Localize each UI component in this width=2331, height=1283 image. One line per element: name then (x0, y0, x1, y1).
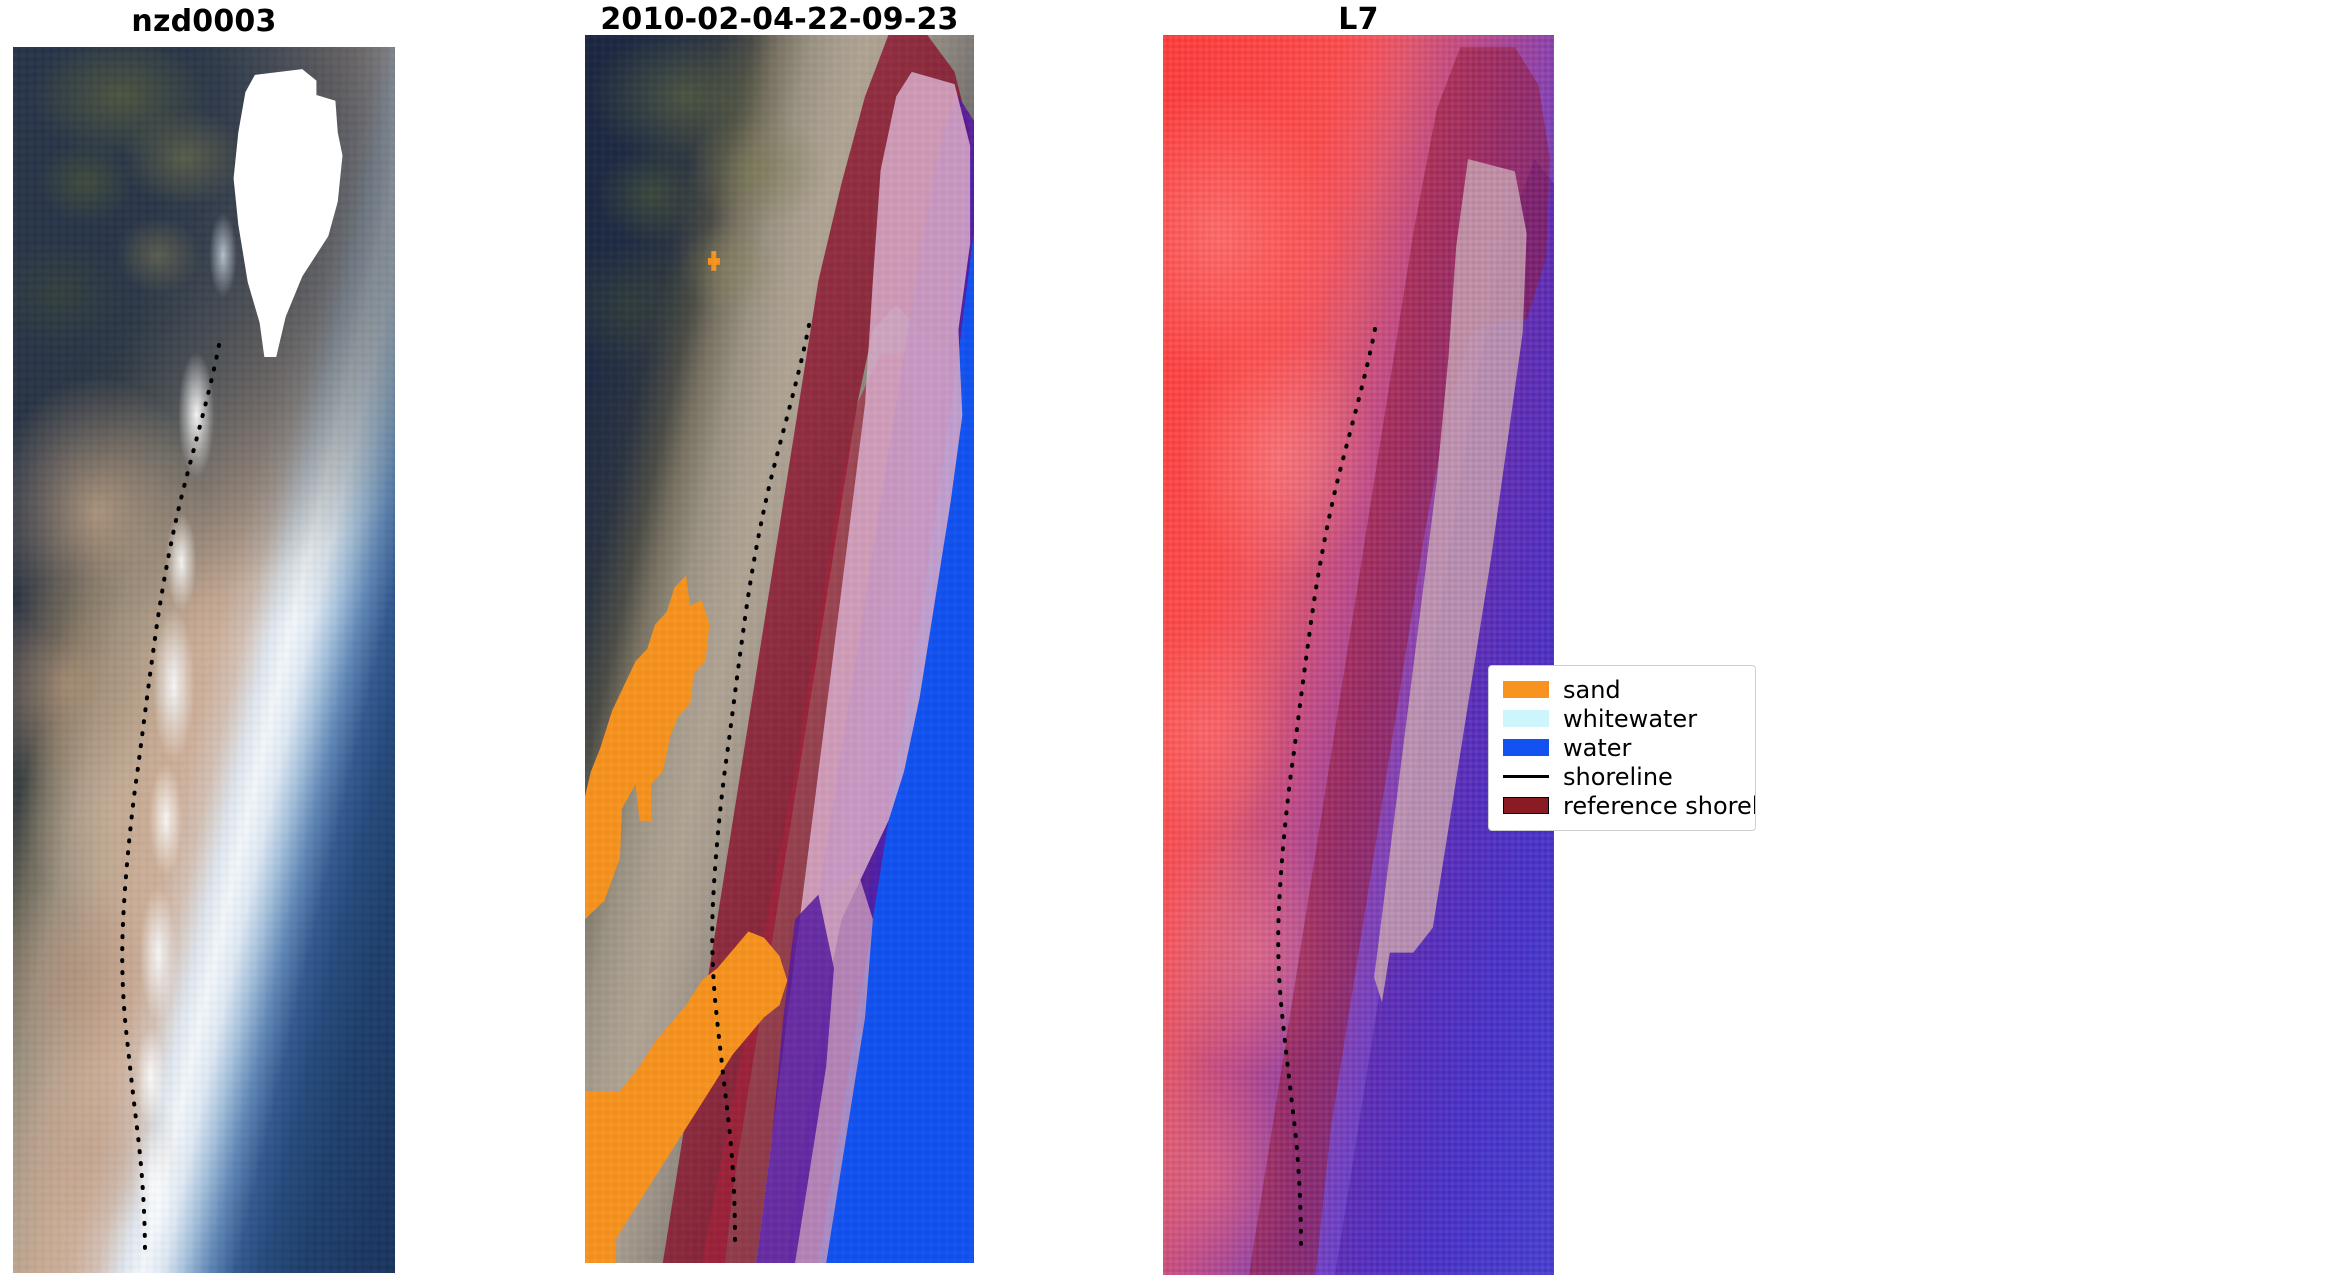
sand-class-region-edge (585, 1115, 617, 1263)
reference-shoreline-color-swatch (1503, 797, 1549, 814)
whitewater-color-swatch (1503, 710, 1549, 727)
panel-rgb-image[interactable] (13, 47, 395, 1273)
panel-title-classification: 2010-02-04-22-09-23 (600, 2, 959, 37)
legend-label-reference-shoreline: reference shoreline (1563, 791, 1755, 820)
shoreline-line-swatch (1503, 775, 1549, 778)
water-color-swatch (1503, 739, 1549, 756)
legend-item-whitewater: whitewater (1489, 704, 1755, 733)
legend-label-shoreline: shoreline (1563, 762, 1673, 791)
legend-label-whitewater: whitewater (1563, 704, 1698, 733)
legend-item-reference-shoreline: reference shoreline (1489, 791, 1755, 820)
legend-item-sand: sand (1489, 675, 1755, 704)
panel-l7-false-color-image[interactable] (1163, 35, 1554, 1275)
sand-color-swatch (1503, 681, 1549, 698)
panel-classification-image[interactable] (585, 35, 974, 1263)
legend-label-sand: sand (1563, 675, 1621, 704)
legend-label-water: water (1563, 733, 1632, 762)
legend-item-water: water (1489, 733, 1755, 762)
legend-box: sand whitewater water shoreline referenc… (1488, 665, 1756, 831)
pixel-noise-layer (13, 47, 395, 1273)
pixel-noise-layer (1163, 35, 1554, 1275)
pixel-noise-layer (585, 35, 974, 1263)
legend-item-shoreline: shoreline (1489, 762, 1755, 791)
panel-title-l7: L7 (1338, 2, 1379, 37)
panel-title-rgb: nzd0003 (131, 4, 277, 39)
